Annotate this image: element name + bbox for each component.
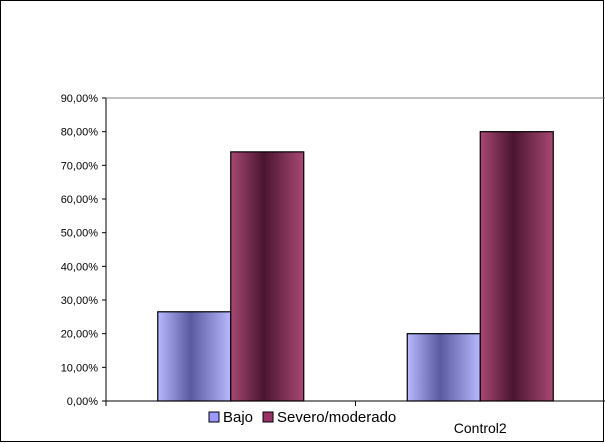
legend-label: Bajo (223, 409, 253, 426)
y-tick-label: 80,00% (61, 127, 99, 139)
bars (157, 131, 554, 402)
bar-severo-moderado (479, 131, 554, 402)
bar-bajo (157, 311, 232, 402)
y-tick-label: 10,00% (61, 362, 99, 374)
y-tick-label: 0,00% (67, 396, 98, 408)
y-tick-label: 40,00% (61, 261, 99, 273)
y-tick-label: 90,00% (61, 93, 99, 105)
x-category-label: Control2 (454, 420, 507, 436)
bar-severo-moderado (230, 151, 305, 402)
y-tick-label: 50,00% (61, 228, 99, 240)
y-tick-label: 20,00% (61, 329, 99, 341)
legend-label: Severo/moderado (277, 409, 396, 426)
legend-box (199, 408, 407, 430)
legend-swatch (262, 411, 274, 423)
x-axis-categories: Control2 (105, 401, 507, 436)
bar-bajo (406, 333, 481, 402)
y-axis-ticks: 0,00% 10,00% 20,00% 30,00% 40,00% 50,00% 60,00… (61, 93, 106, 408)
legend-swatch (208, 411, 220, 423)
y-tick-label: 30,00% (61, 295, 99, 307)
y-tick-label: 70,00% (61, 160, 99, 172)
y-tick-label: 60,00% (61, 194, 99, 206)
legend: Bajo Severo/moderado (199, 408, 407, 430)
